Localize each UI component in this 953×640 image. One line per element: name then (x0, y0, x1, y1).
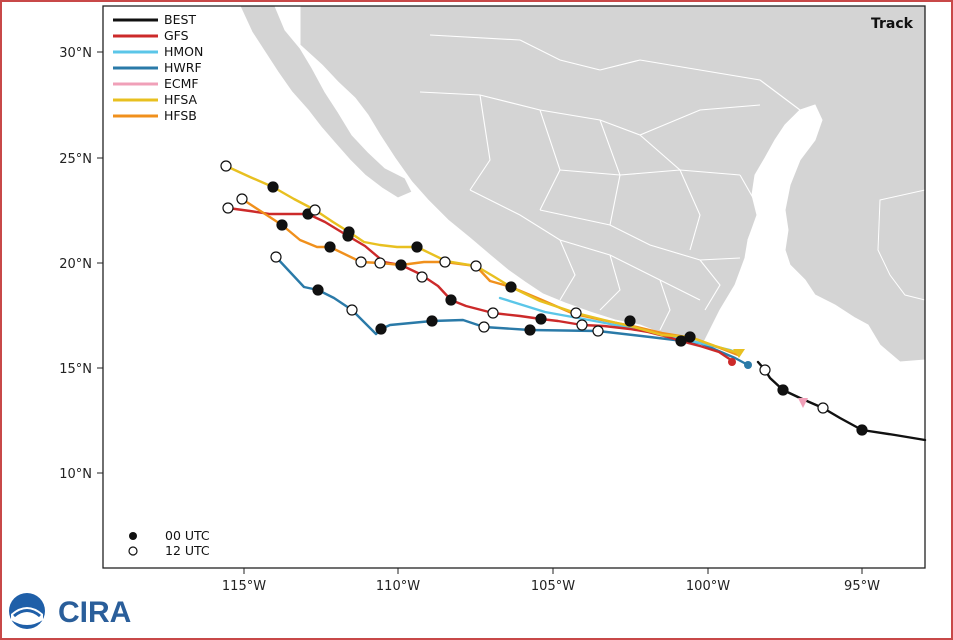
lon-tick-100: 100°W (686, 579, 730, 594)
lat-tick-10: 10°N (59, 467, 92, 482)
legend-label-hfsb: HFSB (164, 108, 197, 123)
legend-label-00utc: 00 UTC (165, 528, 210, 543)
lat-tick-20: 20°N (59, 257, 92, 272)
legend-marker-12utc (128, 546, 138, 556)
legend-label-hwrf: HWRF (164, 60, 202, 75)
yucatan (877, 189, 925, 301)
legend-label-best: BEST (164, 12, 196, 27)
hfsa-end-marker (733, 349, 745, 358)
lon-tick-105: 105°W (531, 579, 575, 594)
ecmf-end-marker (798, 398, 808, 408)
state-borders (419, 34, 801, 331)
map-title: Track (871, 16, 914, 32)
legend-marker-00utc (129, 532, 137, 540)
branding: CIRA (9, 593, 131, 629)
lon-tick-115: 115°W (222, 579, 266, 594)
hwrf-end-marker (744, 361, 752, 369)
mainland (299, 6, 925, 363)
lat-tick-25: 25°N (59, 152, 92, 167)
legend-label-gfs: GFS (164, 28, 189, 43)
noaa-logo-icon (9, 593, 45, 629)
cira-logo-text: CIRA (58, 596, 131, 629)
lon-axis: 115°W 110°W 105°W 100°W 95°W (222, 568, 880, 594)
legend: BEST GFS HMON HWRF ECMF HFSA HFSB (113, 12, 203, 123)
legend-label-hfsa: HFSA (164, 92, 198, 107)
map-area (103, 6, 925, 568)
axes-frame (102, 5, 926, 569)
lon-tick-95: 95°W (844, 579, 880, 594)
lat-tick-30: 30°N (59, 46, 92, 61)
legend-label-ecmf: ECMF (164, 76, 199, 91)
lat-tick-15: 15°N (59, 362, 92, 377)
track-markers (220, 160, 868, 436)
legend-label-hmon: HMON (164, 44, 203, 59)
gfs-end-marker (728, 358, 736, 366)
lat-axis: 30°N 25°N 20°N 15°N 10°N (59, 46, 103, 482)
lon-tick-110: 110°W (376, 579, 420, 594)
marker-legend: 00 UTC 12 UTC (128, 528, 210, 558)
legend-label-12utc: 12 UTC (165, 543, 210, 558)
baja-california (239, 6, 413, 199)
